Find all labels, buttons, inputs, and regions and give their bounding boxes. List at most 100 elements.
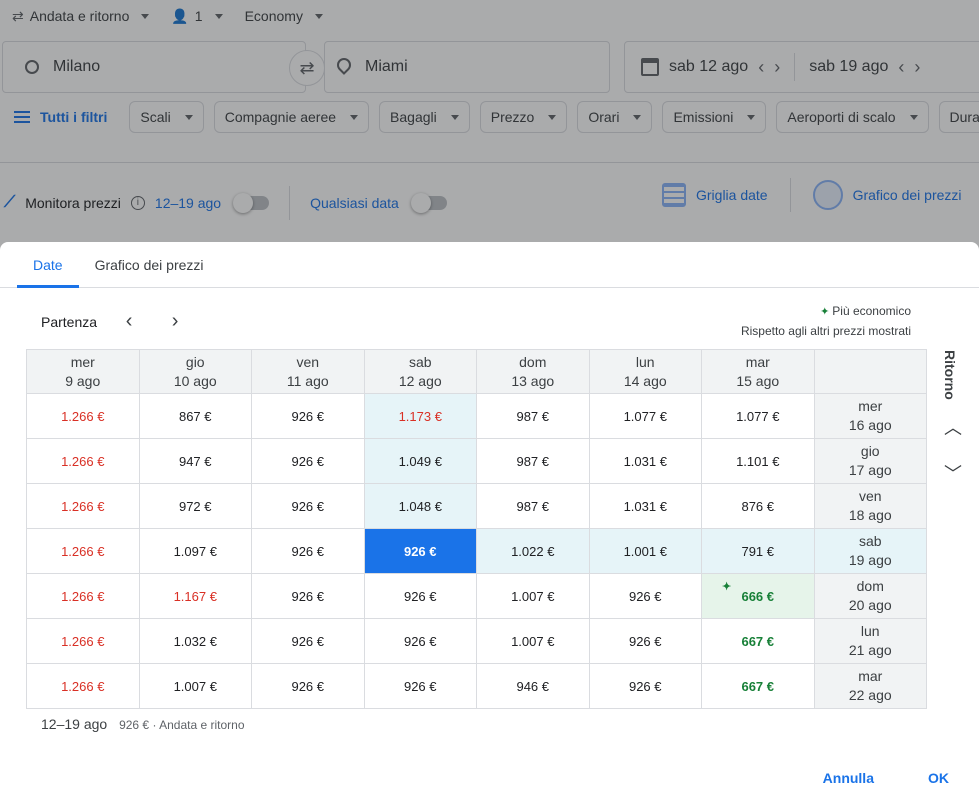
price-cell[interactable]: 926 € — [363, 573, 477, 619]
price-cell[interactable]: 926 € — [251, 393, 365, 439]
filter-chip[interactable]: Aeroporti di scalo — [776, 101, 929, 133]
cabin-select[interactable]: Economy — [245, 6, 323, 26]
cancel-button[interactable]: Annulla — [822, 770, 874, 786]
all-filters-button[interactable]: Tutti i filtri — [0, 109, 119, 125]
row-day: lun — [860, 623, 880, 639]
filter-chip[interactable]: Scali — [129, 101, 204, 133]
price-cell[interactable]: 666 € ✦ — [701, 573, 815, 619]
date-grid-button[interactable]: Griglia date — [662, 183, 768, 207]
price-cell[interactable]: 1.266 € — [26, 528, 140, 574]
destination-field[interactable]: Miami — [324, 41, 610, 93]
price-cell[interactable]: 1.032 € — [138, 618, 252, 664]
price-cell[interactable]: 1.173 € — [363, 393, 477, 439]
price-cell[interactable]: 867 € — [138, 393, 252, 439]
price-cell[interactable]: 926 € — [251, 438, 365, 484]
ok-button[interactable]: OK — [928, 770, 949, 786]
price-cell[interactable]: 1.049 € — [363, 438, 477, 484]
price-graph-icon — [812, 180, 843, 210]
departure-nav: Partenza ‹ › — [41, 310, 189, 333]
price-cell[interactable]: 987 € — [476, 438, 590, 484]
price-cell[interactable]: 1.031 € — [588, 438, 702, 484]
chevron-left-icon[interactable]: ‹ — [898, 56, 905, 77]
chevron-right-icon[interactable]: › — [774, 56, 781, 77]
date-field[interactable]: sab 12 ago ‹ › sab 19 ago ‹ › — [624, 41, 979, 93]
track-range-toggle[interactable] — [233, 193, 270, 213]
filter-chip[interactable]: Emissioni — [662, 101, 767, 133]
price-graph-button[interactable]: Grafico dei prezzi — [812, 180, 962, 210]
chevron-down-icon — [450, 114, 459, 120]
price-cell[interactable]: 1.048 € — [363, 483, 477, 529]
price-cell[interactable]: 1.007 € — [476, 618, 590, 664]
chevron-right-icon[interactable]: › — [171, 310, 179, 332]
depart-date-value: sab 12 ago — [669, 58, 749, 75]
price-cell[interactable]: 876 € — [701, 483, 815, 529]
price-cell[interactable]: 926 € — [363, 663, 477, 709]
chevron-down-icon — [184, 114, 193, 120]
filter-chip[interactable]: Compagnie aeree — [213, 101, 370, 133]
return-date-header: lun 21 ago — [813, 618, 927, 664]
price-cell[interactable]: 1.266 € — [26, 618, 140, 664]
price-cell[interactable]: 1.266 € — [26, 483, 140, 529]
filter-chip[interactable]: Durata — [938, 101, 979, 133]
filter-chip[interactable]: Bagagli — [379, 101, 470, 133]
chevron-down-icon[interactable]: ﹀ — [944, 464, 962, 484]
any-date-label: Qualsiasi data — [310, 195, 399, 211]
price-cell[interactable]: 1.007 € — [138, 663, 252, 709]
price-cell[interactable]: 926 € — [251, 528, 365, 574]
separator — [789, 178, 791, 212]
price-cell[interactable]: 1.266 € — [26, 393, 140, 439]
price-cell[interactable]: 1.266 € — [26, 663, 140, 709]
price-cell[interactable]: 1.001 € — [588, 528, 702, 574]
chevron-down-icon — [314, 13, 323, 19]
price-cell[interactable]: 1.101 € — [701, 438, 815, 484]
price-cell[interactable]: 947 € — [138, 438, 252, 484]
chip-label: Orari — [588, 109, 620, 125]
price-cell[interactable]: 926 € — [251, 483, 365, 529]
price-cell[interactable]: 667 € — [701, 663, 815, 709]
price-cell[interactable]: 1.266 € — [26, 438, 140, 484]
price-cell[interactable]: 1.266 € — [26, 573, 140, 619]
any-date-toggle[interactable] — [410, 193, 447, 213]
chevron-left-icon[interactable]: ‹ — [125, 310, 133, 332]
price-cell[interactable]: 1.077 € — [588, 393, 702, 439]
chevron-left-icon[interactable]: ‹ — [758, 56, 765, 77]
chevron-right-icon[interactable]: › — [914, 56, 921, 77]
price-cell[interactable]: 667 € — [701, 618, 815, 664]
chevron-down-icon — [909, 114, 918, 120]
departure-date-header: dom 13 ago — [476, 349, 590, 394]
price-cell[interactable]: 1.167 € — [138, 573, 252, 619]
price-cell[interactable]: 1.007 € — [476, 573, 590, 619]
price-cell[interactable]: 972 € — [138, 483, 252, 529]
trip-type-select[interactable]: ⇄ Andata e ritorno — [12, 6, 150, 26]
price-cell[interactable]: 926 € — [363, 528, 477, 574]
filter-chip[interactable]: Prezzo — [479, 101, 568, 133]
price-cell[interactable]: 1.031 € — [588, 483, 702, 529]
tab-price-graph[interactable]: Grafico dei prezzi — [94, 257, 204, 273]
info-icon[interactable]: i — [130, 196, 145, 210]
swap-locations-button[interactable]: ⇄ — [289, 50, 325, 86]
chevron-up-icon[interactable]: ︿ — [944, 418, 962, 438]
filter-chip[interactable]: Orari — [577, 101, 653, 133]
price-cell[interactable]: 1.022 € — [476, 528, 590, 574]
price-cell[interactable]: 1.097 € — [138, 528, 252, 574]
price-cell[interactable]: 926 € — [251, 618, 365, 664]
price-cell[interactable]: 946 € — [476, 663, 590, 709]
separator — [289, 186, 291, 220]
price-cell[interactable]: 1.077 € — [701, 393, 815, 439]
price-cell[interactable]: 791 € — [701, 528, 815, 574]
price-cell[interactable]: 987 € — [476, 483, 590, 529]
price-cell[interactable]: 926 € — [588, 573, 702, 619]
price-cell[interactable]: 926 € — [588, 663, 702, 709]
price-cell[interactable]: 926 € — [363, 618, 477, 664]
price-cell[interactable]: 926 € — [251, 663, 365, 709]
calendar-icon — [641, 58, 659, 76]
header-date: 9 ago — [65, 372, 101, 389]
price-cell[interactable]: 926 € — [251, 573, 365, 619]
price-cell[interactable]: 926 € — [588, 618, 702, 664]
date-divider — [794, 53, 796, 81]
price-cell[interactable]: 987 € — [476, 393, 590, 439]
origin-field[interactable]: Milano — [2, 41, 306, 93]
passengers-select[interactable]: 👤 1 — [171, 6, 223, 26]
tab-date[interactable]: Date — [17, 242, 79, 288]
return-date-header: mar 22 ago — [813, 663, 927, 709]
